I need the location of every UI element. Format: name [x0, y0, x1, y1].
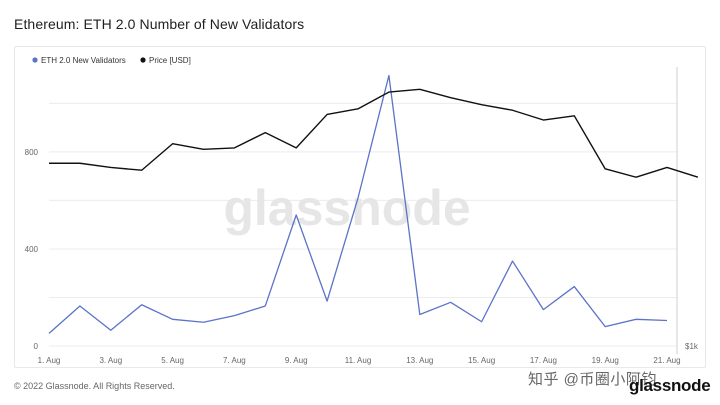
legend-validators-label: ETH 2.0 New Validators [41, 56, 126, 65]
y-tick-label: 400 [25, 245, 39, 254]
x-tick-label: 13. Aug [406, 356, 433, 365]
legend-validators-marker [32, 57, 38, 63]
glassnode-watermark: glassnode [223, 180, 470, 236]
y-right-tick-label: $1k [685, 342, 699, 351]
chart-container: glassnode 0 400 800 $1k 1. Aug 3. Aug 5. Aug 7. … [14, 46, 706, 368]
y-tick-label: 800 [25, 148, 39, 157]
legend-price-label: Price [USD] [149, 56, 191, 65]
glassnode-logo: glassnode [629, 376, 711, 395]
x-tick-label: 15. Aug [468, 356, 495, 365]
x-tick-label: 5. Aug [161, 356, 184, 365]
chart-title: Ethereum: ETH 2.0 Number of New Validato… [14, 16, 305, 32]
chart-svg: glassnode 0 400 800 $1k 1. Aug 3. Aug 5. Aug 7. … [25, 56, 699, 365]
price-series-line [49, 88, 699, 178]
x-tick-label: 3. Aug [99, 356, 122, 365]
x-tick-label: 19. Aug [592, 356, 619, 365]
x-tick-label: 7. Aug [223, 356, 246, 365]
legend-price-marker [140, 57, 146, 63]
x-tick-label: 9. Aug [285, 356, 308, 365]
x-tick-label: 17. Aug [530, 356, 557, 365]
copyright-text: © 2022 Glassnode. All Rights Reserved. [14, 381, 175, 391]
zhihu-watermark: 知乎 @币圈小阿钧 [528, 371, 657, 388]
x-tick-label: 11. Aug [345, 356, 372, 365]
x-tick-label: 21. Aug [653, 356, 680, 365]
x-tick-label: 1. Aug [38, 356, 61, 365]
y-tick-label: 0 [34, 342, 39, 351]
